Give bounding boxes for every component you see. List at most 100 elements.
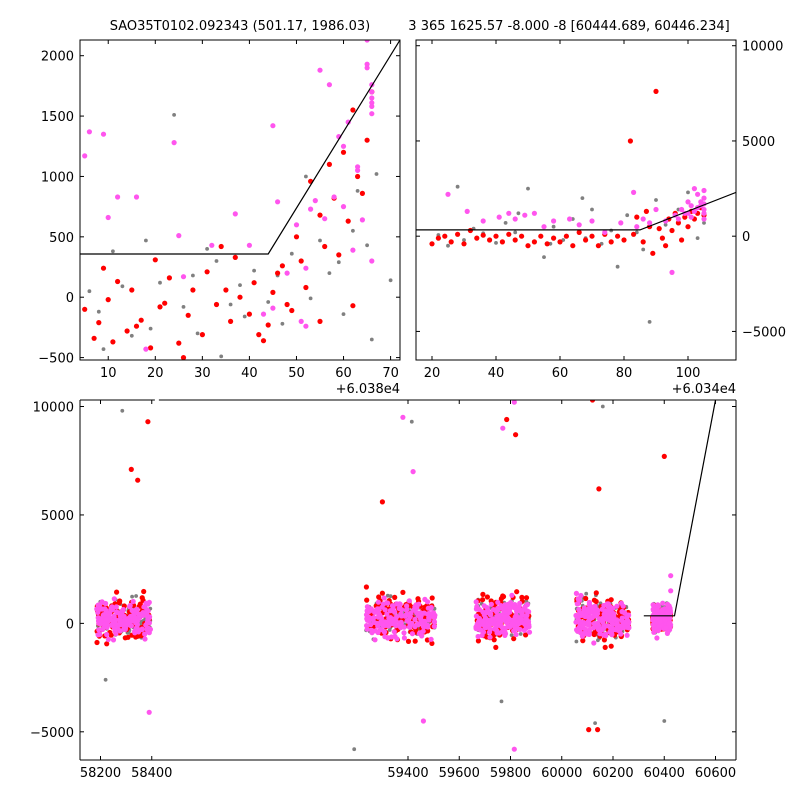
magenta-point: [364, 40, 370, 43]
red-point: [551, 235, 557, 241]
magenta-point: [662, 616, 668, 622]
magenta-point: [114, 609, 120, 615]
magenta-point: [345, 119, 351, 125]
gray-point: [352, 747, 357, 752]
magenta-point: [384, 611, 390, 617]
magenta-point: [308, 206, 314, 212]
red-point: [583, 237, 589, 243]
magenta-point: [431, 619, 437, 625]
fit-line: [80, 40, 400, 255]
gray-point: [214, 259, 219, 263]
red-point: [576, 229, 582, 235]
magenta-point: [591, 621, 597, 627]
red-point: [251, 280, 257, 286]
magenta-point: [232, 211, 238, 217]
gray-point: [388, 594, 393, 599]
panel-bottom: 58200 58400 59400 59600 59800 60000 60200 60400…: [30, 399, 737, 781]
magenta-point: [654, 607, 661, 614]
magenta-point: [113, 631, 119, 637]
gray-point: [647, 320, 652, 324]
magenta-point: [419, 620, 425, 626]
red-point: [116, 600, 122, 606]
gray-point: [120, 408, 125, 413]
magenta-point: [691, 208, 698, 214]
red-point: [218, 243, 224, 250]
magenta-point: [551, 218, 557, 224]
red-point: [475, 638, 481, 644]
magenta-point: [664, 630, 671, 637]
plot-area: [94, 400, 717, 752]
red-point: [359, 190, 365, 196]
gray-point: [625, 213, 630, 218]
magenta-point: [685, 199, 691, 205]
red-point: [513, 432, 519, 438]
magenta-point: [688, 203, 694, 209]
magenta-point: [415, 621, 421, 627]
red-point: [379, 499, 385, 505]
red-point: [138, 317, 144, 323]
magenta-point: [531, 210, 538, 216]
gray-point: [503, 221, 508, 225]
red-point: [345, 218, 351, 224]
magenta-point: [668, 588, 674, 594]
red-point: [608, 597, 614, 603]
red-point: [135, 477, 141, 483]
red-point: [317, 212, 323, 218]
magenta-point: [364, 61, 370, 67]
magenta-point: [104, 621, 110, 627]
magenta-point: [473, 599, 479, 605]
x-tick-label: 60200: [592, 766, 633, 781]
y-tick-label: −500: [38, 352, 74, 367]
x-tick-label: 80: [616, 366, 633, 381]
x-tick-label: 60600: [695, 766, 736, 781]
gray-point: [513, 230, 518, 235]
gray-point: [590, 207, 594, 212]
magenta-point: [509, 621, 515, 627]
red-point: [480, 597, 486, 603]
red-point: [591, 630, 597, 636]
red-point: [663, 243, 669, 249]
red-point: [260, 338, 267, 344]
magenta-point: [520, 612, 526, 618]
magenta-point: [502, 614, 508, 620]
magenta-point: [406, 598, 412, 604]
red-point: [122, 635, 128, 641]
magenta-point: [428, 636, 434, 642]
magenta-point: [270, 305, 276, 311]
magenta-point: [312, 198, 318, 204]
plot-area: [416, 88, 736, 324]
magenta-point: [369, 103, 375, 109]
red-point: [145, 419, 151, 425]
gray-point: [409, 419, 414, 424]
magenta-point: [475, 633, 481, 640]
magenta-point: [401, 624, 407, 630]
red-point: [523, 595, 530, 601]
red-point: [82, 306, 88, 312]
magenta-point: [675, 216, 682, 222]
magenta-point: [541, 224, 547, 230]
magenta-point: [100, 131, 107, 137]
magenta-point: [495, 621, 501, 627]
red-point: [429, 640, 435, 647]
magenta-point: [117, 617, 123, 623]
red-point: [595, 243, 602, 249]
red-point: [350, 303, 356, 309]
magenta-point: [128, 623, 134, 629]
magenta-point: [579, 633, 586, 639]
gray-point: [600, 404, 605, 409]
gray-point: [446, 243, 450, 248]
y-tick-label: 10000: [742, 40, 783, 55]
red-point: [653, 88, 659, 94]
magenta-point: [587, 614, 593, 620]
magenta-point: [512, 216, 518, 222]
y-tick-label: 0: [742, 230, 750, 245]
gray-point: [526, 186, 530, 191]
x-offset-label: +6.038e4: [336, 382, 400, 397]
magenta-point: [513, 626, 519, 632]
magenta-point: [97, 602, 103, 608]
red-point: [685, 224, 691, 230]
magenta-point: [82, 153, 88, 159]
magenta-point: [480, 218, 486, 224]
red-point: [141, 588, 147, 595]
red-point: [364, 137, 370, 143]
